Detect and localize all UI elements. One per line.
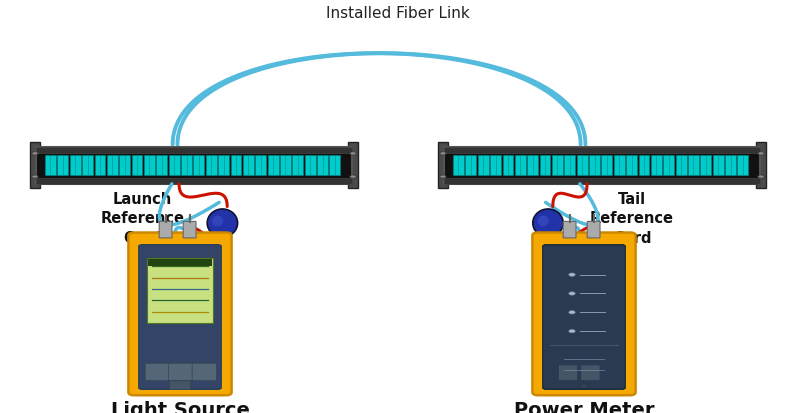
FancyBboxPatch shape [144, 155, 155, 175]
FancyBboxPatch shape [119, 155, 130, 175]
FancyBboxPatch shape [663, 155, 674, 175]
FancyBboxPatch shape [676, 155, 686, 175]
Circle shape [440, 152, 446, 155]
FancyBboxPatch shape [169, 363, 193, 381]
FancyBboxPatch shape [502, 155, 514, 175]
Text: Tail
Reference
Cord: Tail Reference Cord [590, 192, 674, 246]
FancyBboxPatch shape [183, 221, 196, 238]
FancyBboxPatch shape [542, 245, 626, 389]
FancyBboxPatch shape [156, 155, 167, 175]
FancyBboxPatch shape [139, 245, 221, 389]
Circle shape [569, 292, 575, 295]
FancyBboxPatch shape [170, 381, 190, 389]
Circle shape [758, 152, 764, 155]
FancyBboxPatch shape [577, 155, 587, 175]
FancyBboxPatch shape [490, 155, 501, 175]
Text: Power Meter: Power Meter [514, 401, 654, 413]
FancyBboxPatch shape [243, 155, 254, 175]
FancyBboxPatch shape [725, 155, 736, 175]
FancyBboxPatch shape [255, 155, 266, 175]
FancyBboxPatch shape [36, 147, 352, 153]
FancyBboxPatch shape [478, 155, 489, 175]
Ellipse shape [207, 209, 238, 237]
Circle shape [758, 175, 764, 178]
FancyBboxPatch shape [552, 155, 563, 175]
FancyBboxPatch shape [330, 155, 340, 175]
FancyBboxPatch shape [280, 155, 291, 175]
FancyBboxPatch shape [45, 155, 56, 175]
FancyBboxPatch shape [589, 155, 600, 175]
FancyBboxPatch shape [453, 155, 464, 175]
FancyBboxPatch shape [614, 155, 625, 175]
FancyBboxPatch shape [107, 155, 118, 175]
FancyBboxPatch shape [626, 155, 637, 175]
Circle shape [569, 330, 575, 333]
FancyBboxPatch shape [533, 233, 636, 395]
FancyBboxPatch shape [128, 233, 232, 395]
FancyBboxPatch shape [587, 221, 600, 238]
FancyBboxPatch shape [149, 259, 211, 266]
FancyBboxPatch shape [181, 155, 192, 175]
FancyBboxPatch shape [700, 155, 711, 175]
FancyBboxPatch shape [82, 155, 93, 175]
FancyBboxPatch shape [515, 155, 526, 175]
FancyBboxPatch shape [444, 147, 760, 153]
FancyBboxPatch shape [192, 363, 216, 381]
FancyBboxPatch shape [36, 147, 352, 184]
FancyBboxPatch shape [738, 155, 748, 175]
FancyBboxPatch shape [292, 155, 303, 175]
FancyBboxPatch shape [444, 147, 760, 184]
Ellipse shape [533, 209, 563, 237]
FancyBboxPatch shape [70, 155, 81, 175]
FancyBboxPatch shape [713, 155, 724, 175]
Circle shape [580, 384, 588, 388]
FancyBboxPatch shape [756, 142, 766, 188]
FancyBboxPatch shape [602, 155, 612, 175]
Ellipse shape [212, 216, 223, 226]
FancyBboxPatch shape [688, 155, 699, 175]
FancyBboxPatch shape [444, 178, 760, 184]
Circle shape [32, 152, 38, 155]
Circle shape [569, 273, 575, 276]
FancyBboxPatch shape [466, 155, 476, 175]
FancyBboxPatch shape [218, 155, 229, 175]
FancyBboxPatch shape [132, 155, 142, 175]
Circle shape [32, 175, 38, 178]
FancyBboxPatch shape [305, 155, 316, 175]
Text: Light Source: Light Source [110, 401, 250, 413]
FancyBboxPatch shape [159, 221, 172, 238]
Circle shape [569, 311, 575, 314]
FancyBboxPatch shape [540, 155, 550, 175]
FancyBboxPatch shape [146, 363, 170, 381]
FancyBboxPatch shape [563, 221, 576, 238]
FancyBboxPatch shape [564, 155, 575, 175]
FancyBboxPatch shape [558, 365, 578, 381]
Circle shape [350, 175, 356, 178]
FancyBboxPatch shape [36, 178, 352, 184]
FancyBboxPatch shape [58, 155, 68, 175]
Text: Launch
Reference
Cord: Launch Reference Cord [101, 192, 184, 246]
Circle shape [440, 175, 446, 178]
FancyBboxPatch shape [581, 365, 600, 381]
FancyBboxPatch shape [438, 142, 448, 188]
FancyBboxPatch shape [348, 142, 358, 188]
FancyBboxPatch shape [206, 155, 217, 175]
FancyBboxPatch shape [30, 142, 40, 188]
FancyBboxPatch shape [147, 258, 213, 323]
FancyBboxPatch shape [527, 155, 538, 175]
FancyBboxPatch shape [169, 155, 179, 175]
FancyBboxPatch shape [268, 155, 278, 175]
FancyBboxPatch shape [230, 155, 242, 175]
FancyBboxPatch shape [651, 155, 662, 175]
Ellipse shape [538, 216, 549, 226]
FancyBboxPatch shape [638, 155, 650, 175]
FancyBboxPatch shape [317, 155, 328, 175]
FancyBboxPatch shape [94, 155, 106, 175]
Text: Installed Fiber Link: Installed Fiber Link [326, 6, 470, 21]
Circle shape [350, 152, 356, 155]
FancyBboxPatch shape [194, 155, 204, 175]
